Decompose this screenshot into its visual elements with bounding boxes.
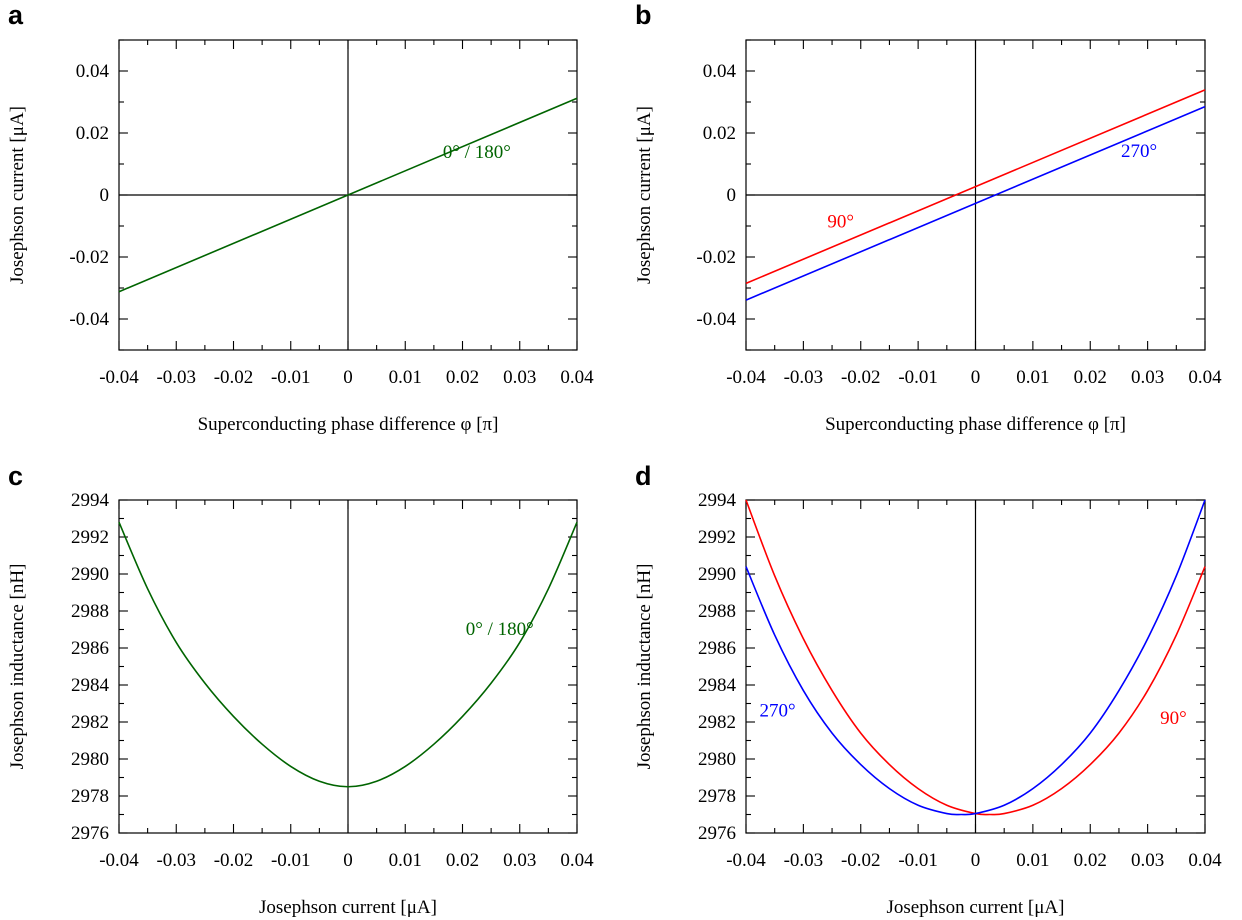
panel-c-xtick-label: -0.04 (99, 850, 139, 871)
panel-d-y-axis-title: Josephson inductance [nH] (634, 564, 655, 770)
panel-b-xtick-label: 0 (971, 367, 981, 388)
panel-c-ytick-label: 2984 (71, 675, 110, 696)
panel-c-xtick-label: 0.02 (446, 850, 479, 871)
panel-d-series-line-90 (745, 499, 1206, 816)
panel-b-xtick-label: 0.04 (1188, 367, 1222, 388)
panel-c-xtick-label: 0 (343, 850, 353, 871)
panel-c-plot: -0.04 -0.03 -0.02 -0.01 0 0.01 0.02 0.03 0.04 297… (7, 490, 594, 918)
panel-d-ytick-label: 2978 (698, 786, 736, 807)
panel-a-x-axis-title: Superconducting phase difference φ [π] (198, 414, 499, 435)
panel-b-ytick-label: 0 (727, 185, 737, 206)
panel-b-xtick-label: 0.01 (1016, 367, 1049, 388)
panel-d-ytick-label: 2986 (698, 638, 736, 659)
panel-c-series-line-0-180 (118, 521, 578, 788)
panel-b-xtick-label: 0.02 (1074, 367, 1107, 388)
panel-a-ytick-label: -0.02 (69, 247, 109, 268)
panel-d-xtick-label: 0.01 (1016, 850, 1049, 871)
panel-c-ytick-label: 2992 (71, 527, 109, 548)
panel-a-xtick-label: 0 (343, 367, 353, 388)
panel-c-ytick-label: 2982 (71, 712, 109, 733)
panel-a-series-label-0-180: 0° / 180° (443, 142, 511, 163)
panel-a-ytick-label: 0.02 (76, 123, 109, 144)
panel-d-ytick-label: 2992 (698, 527, 736, 548)
panel-label-b: b (635, 0, 652, 30)
panel-c-xtick-label: 0.04 (560, 850, 594, 871)
panel-d-xtick-label: -0.01 (898, 850, 938, 871)
panel-d-ytick-label: 2994 (698, 490, 737, 511)
panel-b-series-line-270 (745, 105, 1206, 301)
panel-c-ytick-label: 2976 (71, 823, 109, 844)
panel-b-ytick-label: 0.04 (703, 61, 737, 82)
panel-b-xtick-label: -0.02 (841, 367, 881, 388)
panel-label-a: a (8, 0, 24, 30)
panel-a-ytick-label: 0.04 (76, 61, 110, 82)
panel-a-ytick-label: 0 (100, 185, 110, 206)
panel-d-xtick-label: -0.04 (726, 850, 766, 871)
panel-a-series-line-0-180 (118, 97, 578, 293)
panel-d-ytick-label: 2976 (698, 823, 736, 844)
panel-a-xtick-label: 0.02 (446, 367, 479, 388)
panel-b-series-label-270: 270° (1121, 141, 1157, 162)
panel-c-ytick-label: 2990 (71, 564, 109, 585)
panel-b-series-label-90: 90° (827, 212, 854, 233)
panel-b-y-axis-title: Josephson current [μA] (634, 106, 655, 284)
panel-a-xtick-label: -0.02 (214, 367, 254, 388)
panel-d-ytick-label: 2980 (698, 749, 736, 770)
panel-b-plot: -0.04 -0.03 -0.02 -0.01 0 0.01 0.02 0.03 0.04 -0.… (634, 39, 1222, 435)
panel-a-xtick-label: -0.01 (271, 367, 311, 388)
panel-d-plot: -0.04 -0.03 -0.02 -0.01 0 0.01 0.02 0.03 0.04 297… (634, 490, 1222, 918)
panel-d-xtick-label: 0.03 (1131, 850, 1164, 871)
panel-a-xtick-label: -0.03 (156, 367, 196, 388)
panel-a-y-axis-title: Josephson current [μA] (7, 106, 28, 284)
panel-a-xtick-label: 0.03 (503, 367, 536, 388)
panel-a-xtick-label: 0.04 (560, 367, 594, 388)
panel-d-ytick-label: 2990 (698, 564, 736, 585)
panel-label-d: d (635, 461, 652, 491)
panel-d-ytick-label: 2982 (698, 712, 736, 733)
panel-b-xtick-label: -0.01 (898, 367, 938, 388)
panel-d-xtick-label: -0.02 (841, 850, 881, 871)
panel-d-xtick-label: 0.04 (1188, 850, 1222, 871)
panel-c-ytick-label: 2994 (71, 490, 110, 511)
panel-d-xtick-label: 0 (971, 850, 981, 871)
panel-d-xtick-label: 0.02 (1074, 850, 1107, 871)
panel-b-xtick-label: 0.03 (1131, 367, 1164, 388)
panel-c-xtick-label: -0.01 (271, 850, 311, 871)
panel-c-ytick-label: 2978 (71, 786, 109, 807)
panel-b-xtick-label: -0.04 (726, 367, 766, 388)
panel-a-plot: -0.04 -0.03 -0.02 -0.01 0 0.01 0.02 0.03 0.04 -0.… (7, 39, 594, 435)
panel-d-series-label-90: 90° (1160, 708, 1187, 729)
panel-c-xtick-label: 0.03 (503, 850, 536, 871)
panel-a-xtick-label: 0.01 (389, 367, 422, 388)
panel-c-ytick-label: 2980 (71, 749, 109, 770)
panel-d-ytick-label: 2984 (698, 675, 737, 696)
panel-c-y-axis-title: Josephson inductance [nH] (7, 564, 28, 770)
panel-d-ytick-label: 2988 (698, 601, 736, 622)
panel-label-c: c (8, 461, 23, 491)
panel-b-x-axis-title: Superconducting phase difference φ [π] (825, 414, 1126, 435)
panel-c-xtick-label: -0.02 (214, 850, 254, 871)
panel-b-series-line-90 (745, 89, 1206, 285)
panel-c-xtick-label: 0.01 (389, 850, 422, 871)
panel-b-ytick-label: 0.02 (703, 123, 736, 144)
panel-c-xtick-label: -0.03 (156, 850, 196, 871)
panel-a-xtick-label: -0.04 (99, 367, 139, 388)
panel-b-xtick-label: -0.03 (784, 367, 824, 388)
panel-c-x-axis-title: Josephson current [μA] (259, 897, 437, 918)
panel-c-ytick-label: 2988 (71, 601, 109, 622)
panel-d-xtick-label: -0.03 (784, 850, 824, 871)
panel-b-ytick-label: -0.04 (696, 309, 736, 330)
panel-b-ytick-label: -0.02 (696, 247, 736, 268)
panel-d-series-label-270: 270° (760, 700, 796, 721)
panel-c-series-label-0-180: 0° / 180° (466, 619, 534, 640)
panel-c-ytick-label: 2986 (71, 638, 109, 659)
panel-d-series-line-270 (745, 499, 1206, 816)
panel-a-ytick-label: -0.04 (69, 309, 109, 330)
panel-d-x-axis-title: Josephson current [μA] (887, 897, 1065, 918)
